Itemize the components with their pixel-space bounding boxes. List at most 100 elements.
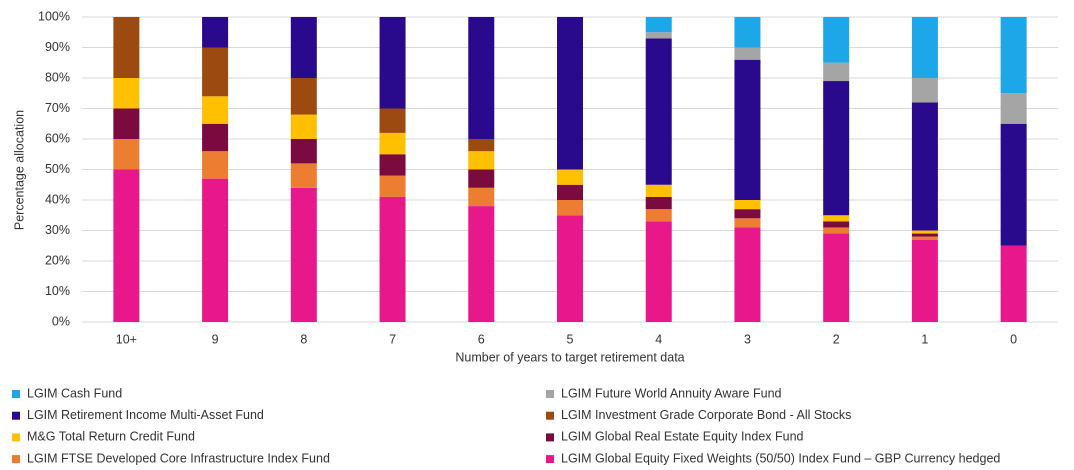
- y-tick-label: 40%: [45, 192, 70, 206]
- bar-segment: [823, 215, 850, 222]
- bar-segment: [645, 209, 672, 222]
- bar-segment: [468, 17, 495, 139]
- bar-segment: [202, 47, 229, 97]
- bar-segment: [823, 233, 850, 322]
- bar-segment: [557, 200, 583, 216]
- legend-label: LGIM Global Equity Fixed Weights (50/50)…: [561, 451, 1000, 465]
- bar-segment: [290, 114, 317, 139]
- bar-segment: [290, 187, 317, 322]
- bar-segment: [379, 196, 406, 322]
- bar-segment: [113, 139, 140, 170]
- legend-swatch: [546, 390, 554, 398]
- x-tick-label: 6: [478, 332, 485, 346]
- y-tick-label: 30%: [45, 223, 70, 237]
- y-tick-label: 20%: [45, 253, 70, 267]
- bar-segment: [823, 81, 850, 216]
- bar-segment: [645, 196, 672, 210]
- legend-swatch: [12, 411, 20, 420]
- legend-swatch: [12, 455, 20, 464]
- bar-segment: [557, 17, 583, 170]
- legend-swatch: [546, 433, 554, 442]
- bar-segment: [734, 209, 761, 219]
- x-tick-label: 1: [921, 332, 928, 346]
- bar-segment: [645, 17, 672, 33]
- bar-segment: [645, 184, 672, 197]
- bar-segment: [911, 78, 938, 103]
- bar-segment: [1000, 245, 1027, 322]
- bar-segment: [734, 47, 761, 60]
- x-tick-label: 10+: [116, 332, 137, 346]
- bar-segment: [734, 227, 761, 322]
- bar-segment: [911, 236, 938, 240]
- x-tick-label: 7: [389, 332, 396, 346]
- bar-segment: [468, 169, 495, 188]
- bar-segment: [379, 154, 406, 176]
- legend-label: LGIM Global Real Estate Equity Index Fun…: [561, 430, 804, 444]
- legend-swatch: [12, 433, 20, 442]
- bar-segment: [645, 221, 672, 322]
- bar-segment: [911, 230, 938, 234]
- bar-segment: [468, 151, 495, 170]
- bar-segment: [290, 163, 317, 188]
- bar-segment: [468, 187, 495, 207]
- bar-segment: [468, 139, 495, 152]
- bar-segment: [911, 239, 938, 322]
- legend-swatch: [12, 390, 20, 398]
- bar-segment: [734, 218, 761, 228]
- bar-segment: [911, 102, 938, 231]
- bar-segment: [379, 17, 406, 109]
- bar-segment: [290, 139, 317, 164]
- bar-segment: [734, 59, 761, 201]
- bar-segment: [202, 123, 229, 152]
- legend-label: LGIM Future World Annuity Aware Fund: [561, 386, 782, 400]
- bar-segment: [202, 178, 229, 322]
- bar-segment: [1000, 17, 1027, 94]
- x-tick-label: 5: [567, 332, 574, 346]
- bar-segment: [823, 227, 850, 234]
- x-tick-label: 3: [744, 332, 751, 346]
- legend-swatch: [546, 455, 554, 464]
- bar-segment: [113, 108, 140, 139]
- x-tick-label: 8: [300, 332, 307, 346]
- y-tick-label: 10%: [45, 284, 70, 298]
- bar-segment: [379, 175, 406, 197]
- y-tick-label: 60%: [45, 131, 70, 145]
- x-tick-label: 2: [833, 332, 840, 346]
- bar-segment: [823, 17, 850, 63]
- bar-segment: [911, 233, 938, 237]
- bar-segment: [202, 151, 229, 179]
- bar-segment: [557, 169, 583, 185]
- bar-segment: [1000, 123, 1027, 246]
- bar-segment: [379, 132, 406, 155]
- y-tick-label: 80%: [45, 70, 70, 84]
- y-tick-label: 100%: [38, 9, 70, 23]
- bar-segment: [202, 17, 229, 48]
- bar-segment: [113, 17, 140, 78]
- bar-segment: [113, 169, 140, 322]
- y-tick-label: 0%: [52, 314, 70, 328]
- bar-segment: [468, 206, 495, 322]
- x-axis-label: Number of years to target retirement dat…: [455, 350, 684, 364]
- x-tick-label: 9: [212, 332, 219, 346]
- bar-segment: [734, 17, 761, 48]
- y-tick-label: 90%: [45, 40, 70, 54]
- y-axis-label: Percentage allocation: [12, 110, 26, 230]
- bar-segment: [557, 215, 583, 322]
- bar-segment: [379, 108, 406, 133]
- bar-segment: [645, 32, 672, 39]
- legend-swatch: [546, 411, 554, 420]
- x-tick-label: 0: [1010, 332, 1017, 346]
- bar-segment: [645, 38, 672, 185]
- legend-label: LGIM Investment Grade Corporate Bond - A…: [561, 408, 851, 422]
- legend-label: M&G Total Return Credit Fund: [27, 430, 195, 444]
- legend-label: LGIM Cash Fund: [27, 386, 122, 400]
- y-tick-label: 50%: [45, 162, 70, 176]
- bar-segment: [557, 184, 583, 200]
- bar-segment: [734, 200, 761, 210]
- bar-segment: [911, 17, 938, 78]
- legend-label: LGIM Retirement Income Multi-Asset Fund: [27, 408, 264, 422]
- bar-segment: [1000, 93, 1027, 124]
- x-tick-label: 4: [655, 332, 662, 346]
- bar-segment: [290, 17, 317, 78]
